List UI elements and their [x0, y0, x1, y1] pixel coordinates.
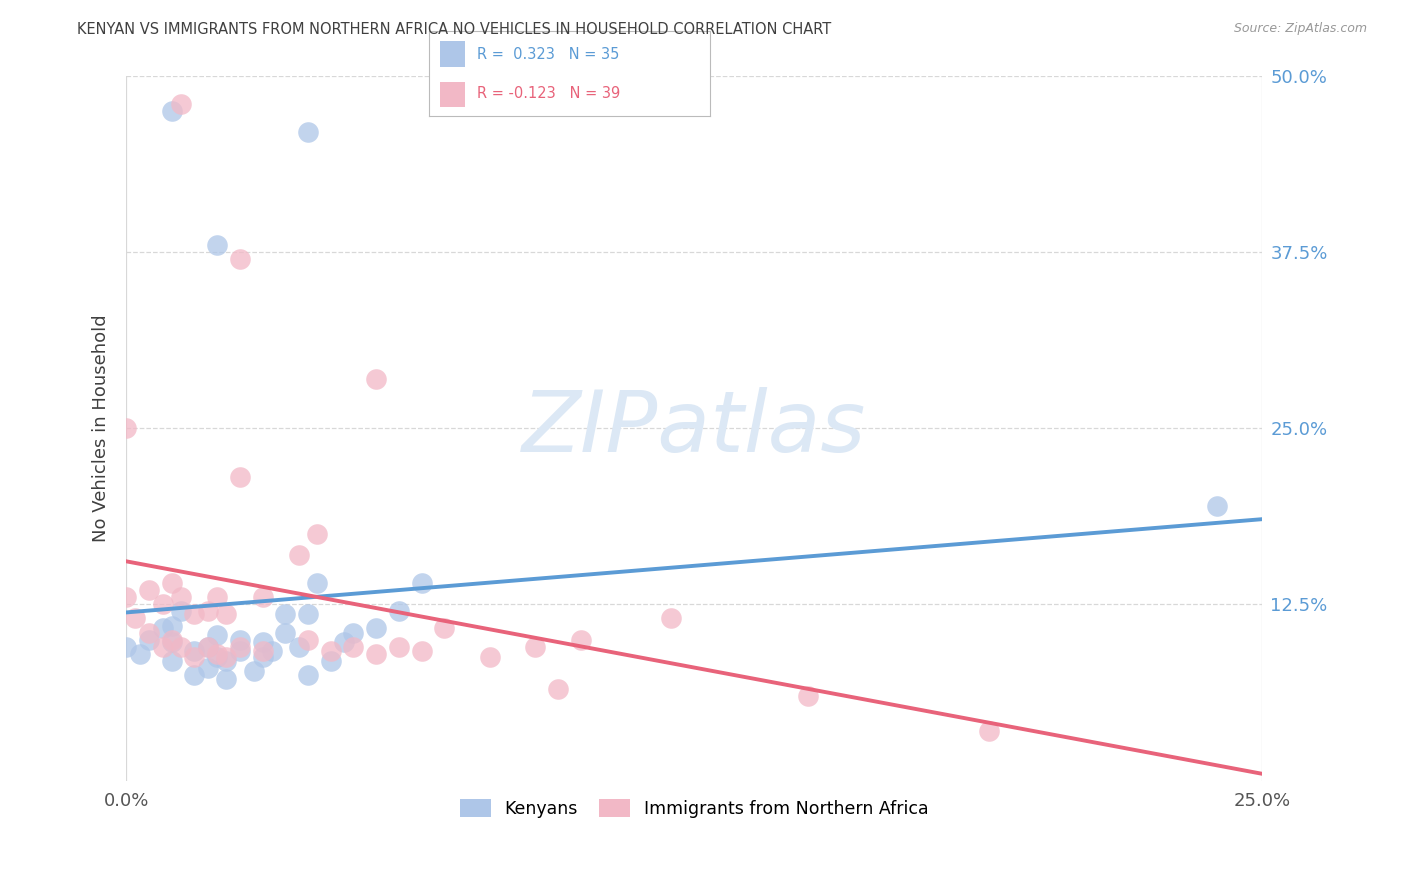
- Point: [115, 640, 138, 654]
- Point: [205, 647, 228, 661]
- Point: [297, 632, 319, 647]
- Point: [524, 640, 547, 654]
- Point: [160, 576, 183, 591]
- Point: [197, 640, 219, 654]
- Point: [152, 621, 174, 635]
- Point: [183, 644, 205, 658]
- Point: [229, 252, 252, 266]
- Point: [229, 470, 252, 484]
- Point: [229, 644, 252, 658]
- Point: [197, 640, 219, 654]
- Point: [297, 125, 319, 139]
- Point: [288, 548, 311, 562]
- Point: [252, 644, 274, 658]
- Point: [160, 654, 183, 668]
- Point: [160, 618, 183, 632]
- Point: [215, 654, 238, 668]
- Point: [124, 611, 146, 625]
- Point: [160, 103, 183, 118]
- Point: [115, 421, 138, 435]
- Point: [388, 640, 411, 654]
- Point: [183, 668, 205, 682]
- Point: [288, 640, 311, 654]
- Point: [152, 598, 174, 612]
- Y-axis label: No Vehicles in Household: No Vehicles in Household: [93, 314, 110, 542]
- Point: [170, 604, 193, 618]
- Point: [183, 649, 205, 664]
- Point: [229, 640, 252, 654]
- Point: [366, 647, 388, 661]
- Point: [229, 632, 252, 647]
- Point: [297, 607, 319, 622]
- Point: [205, 237, 228, 252]
- Point: [138, 632, 160, 647]
- Point: [661, 611, 683, 625]
- Point: [274, 625, 297, 640]
- Point: [1205, 499, 1227, 513]
- Point: [138, 625, 160, 640]
- Point: [333, 635, 356, 649]
- Legend: Kenyans, Immigrants from Northern Africa: Kenyans, Immigrants from Northern Africa: [453, 792, 935, 825]
- Point: [252, 591, 274, 605]
- Point: [197, 604, 219, 618]
- Text: R = -0.123   N = 39: R = -0.123 N = 39: [477, 87, 620, 102]
- Bar: [440, 82, 465, 108]
- Point: [197, 661, 219, 675]
- Point: [366, 372, 388, 386]
- Point: [366, 621, 388, 635]
- Point: [433, 621, 456, 635]
- Point: [205, 628, 228, 642]
- Point: [307, 526, 329, 541]
- Point: [411, 576, 433, 591]
- Text: R =  0.323   N = 35: R = 0.323 N = 35: [477, 46, 619, 62]
- Point: [260, 644, 283, 658]
- Point: [478, 649, 501, 664]
- Point: [342, 640, 364, 654]
- Point: [979, 724, 1001, 739]
- Point: [796, 689, 818, 703]
- Point: [170, 640, 193, 654]
- Point: [297, 668, 319, 682]
- Point: [170, 591, 193, 605]
- Point: [170, 96, 193, 111]
- Point: [215, 649, 238, 664]
- Point: [160, 635, 183, 649]
- Point: [388, 604, 411, 618]
- Point: [183, 607, 205, 622]
- Point: [569, 632, 592, 647]
- Point: [411, 644, 433, 658]
- Text: Source: ZipAtlas.com: Source: ZipAtlas.com: [1233, 22, 1367, 36]
- Point: [115, 591, 138, 605]
- Point: [205, 591, 228, 605]
- Point: [160, 632, 183, 647]
- Point: [274, 607, 297, 622]
- Point: [252, 649, 274, 664]
- Point: [547, 681, 569, 696]
- Point: [307, 576, 329, 591]
- Point: [129, 647, 152, 661]
- Point: [215, 672, 238, 686]
- Point: [138, 583, 160, 598]
- Point: [252, 635, 274, 649]
- Bar: [440, 41, 465, 67]
- Point: [342, 625, 364, 640]
- Text: KENYAN VS IMMIGRANTS FROM NORTHERN AFRICA NO VEHICLES IN HOUSEHOLD CORRELATION C: KENYAN VS IMMIGRANTS FROM NORTHERN AFRIC…: [77, 22, 831, 37]
- Point: [319, 644, 342, 658]
- Point: [215, 607, 238, 622]
- Point: [152, 640, 174, 654]
- Point: [205, 649, 228, 664]
- Text: ZIPatlas: ZIPatlas: [522, 386, 866, 469]
- Point: [319, 654, 342, 668]
- Point: [242, 664, 264, 678]
